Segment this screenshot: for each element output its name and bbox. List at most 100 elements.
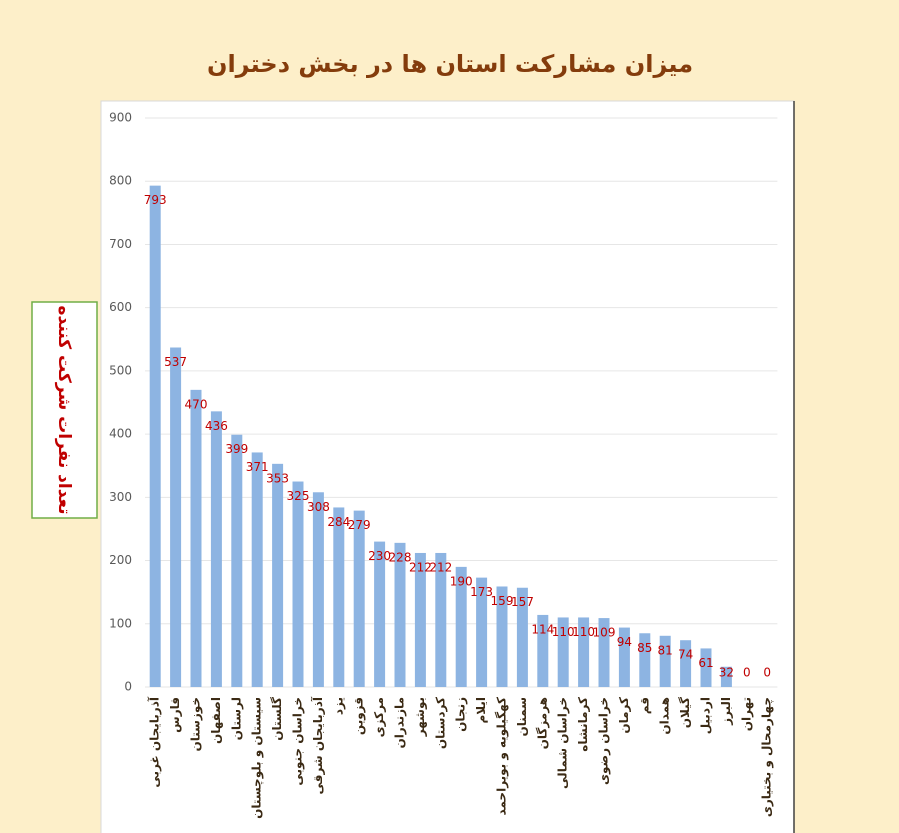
x-tick-label: زنجان (454, 697, 468, 732)
value-label: 114 (531, 622, 554, 636)
value-label: 470 (185, 397, 208, 411)
x-tick-label: سیستان و بلوچستان (250, 697, 265, 819)
x-tick-label: آذربایجان شرقی (310, 696, 325, 794)
bar (516, 587, 528, 687)
x-tick-label: گیلان (678, 697, 692, 728)
x-tick-label: فارس (168, 697, 182, 733)
bar (496, 586, 508, 687)
value-label: 0 (743, 666, 751, 680)
y-label-box (31, 301, 98, 519)
value-label: 308 (307, 500, 330, 514)
value-label: 371 (246, 460, 269, 474)
value-label: 157 (511, 595, 534, 609)
value-label: 61 (698, 656, 713, 670)
bar (598, 618, 610, 687)
x-tick-label: چهارمحال و بختیاری (760, 697, 775, 817)
x-tick-label: اردبیل (699, 697, 713, 734)
bar (720, 666, 732, 687)
value-label: 228 (389, 550, 412, 564)
bar (251, 452, 263, 687)
bar (333, 507, 345, 687)
y-axis-label: تعداد نفرات شرکت کننده (54, 305, 74, 514)
x-tick-label: یزد (331, 697, 345, 715)
y-tick-label: 100 (109, 616, 132, 630)
value-label: 399 (225, 442, 248, 456)
value-label: 230 (368, 549, 391, 563)
x-tick-label: خوزستان (189, 697, 204, 752)
value-label: 436 (205, 419, 228, 433)
value-label: 94 (617, 635, 632, 649)
bar (353, 510, 365, 687)
y-tick-label: 600 (109, 300, 132, 314)
value-label: 325 (287, 489, 310, 503)
x-tick-label: همدان (658, 697, 672, 735)
value-label: 159 (491, 594, 514, 608)
x-tick-label: کرمانشاه (576, 697, 590, 752)
value-label: 212 (409, 560, 432, 574)
y-tick-label: 500 (109, 363, 132, 377)
value-label: 74 (678, 648, 693, 662)
y-tick-label: 800 (109, 174, 132, 188)
x-tick-label: قزوین (352, 697, 367, 735)
x-tick-label: سمنان (515, 697, 529, 737)
x-tick-label: لرستان (229, 697, 243, 740)
x-tick-label: مازندران (393, 697, 407, 749)
bar (659, 635, 671, 687)
value-label: 212 (429, 560, 452, 574)
value-label: 32 (719, 666, 734, 680)
value-label: 190 (450, 574, 473, 588)
y-tick-label: 0 (124, 680, 132, 694)
value-label: 537 (164, 355, 187, 369)
value-label: 85 (637, 641, 652, 655)
value-label: 110 (552, 625, 575, 639)
bar (557, 617, 569, 687)
value-label: 284 (327, 515, 350, 529)
y-tick-label: 400 (109, 427, 132, 441)
x-tick-label: خراسان رضوی (597, 697, 612, 785)
bar (639, 633, 651, 687)
bar (170, 347, 182, 687)
chart-title: میزان مشارکت استان ها در بخش دختران (207, 50, 693, 78)
bar (618, 627, 630, 687)
x-tick-label: اصفهان (209, 697, 223, 744)
bar (435, 552, 447, 687)
value-label: 110 (572, 625, 595, 639)
bar (292, 481, 304, 687)
bar (272, 463, 284, 687)
x-tick-label: کهگیلویه و بویراحمد (495, 697, 510, 816)
value-label: 279 (348, 518, 371, 532)
value-label: 173 (470, 585, 493, 599)
x-tick-label: بوشهر (413, 697, 428, 737)
bar (700, 648, 712, 687)
x-tick-label: قم (637, 697, 651, 714)
bar (680, 640, 692, 687)
bar (149, 185, 161, 688)
value-label: 353 (266, 471, 289, 485)
x-tick-label: مرکزی (372, 697, 386, 737)
x-tick-label: تهران (739, 697, 753, 731)
x-tick-label: کردستان (433, 697, 447, 749)
bar (374, 541, 386, 687)
value-label: 0 (763, 666, 771, 680)
bar (537, 614, 549, 687)
y-tick-label: 700 (109, 237, 132, 251)
value-label: 81 (658, 643, 673, 657)
bar (578, 617, 590, 687)
x-tick-label: ایلام (474, 697, 489, 724)
x-tick-label: آذربایجان غربی (147, 696, 162, 787)
bar (455, 566, 467, 687)
x-tick-label: البرز (719, 697, 733, 726)
x-tick-label: کرمان (617, 697, 631, 734)
bar (190, 389, 202, 687)
x-tick-label: خراسان جنوبی (291, 697, 306, 786)
value-label: 793 (144, 193, 167, 207)
value-label: 109 (593, 626, 616, 640)
bar (210, 411, 222, 687)
bar (394, 542, 406, 687)
y-tick-label: 300 (109, 490, 132, 504)
y-tick-label: 200 (109, 553, 132, 567)
bar (414, 552, 426, 687)
x-tick-label: گلستان (270, 697, 284, 741)
x-tick-label: هرمزگان (535, 697, 549, 749)
